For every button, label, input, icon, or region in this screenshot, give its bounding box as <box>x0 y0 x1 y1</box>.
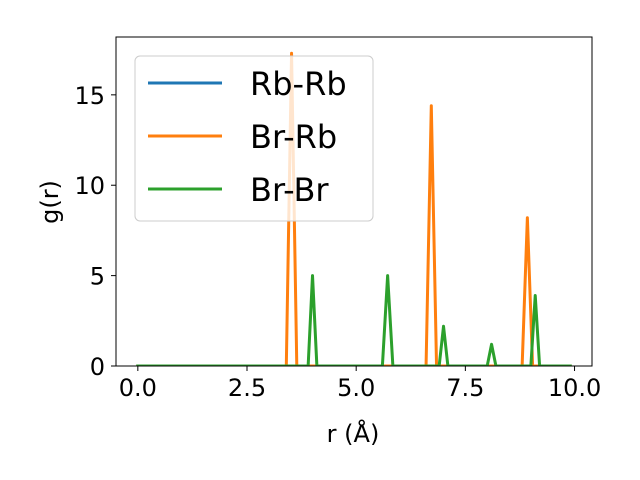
y-tick-label: 10 <box>74 172 105 200</box>
y-axis-label: g(r) <box>36 180 64 224</box>
x-axis-label: r (Å) <box>327 419 380 448</box>
legend-box <box>134 55 374 222</box>
y-tick-label: 0 <box>90 353 105 381</box>
x-tick-label: 7.5 <box>446 374 484 402</box>
x-tick-label: 10.0 <box>548 374 601 402</box>
axes-layer: 0.0 2.5 5.0 7.5 10.0 0 5 10 15 <box>74 36 601 402</box>
y-tick-label: 5 <box>90 263 105 291</box>
x-tick-label: 0.0 <box>119 374 157 402</box>
legend-label-rb-rb: Rb-Rb <box>250 65 347 103</box>
legend: Rb-Rb Br-Rb Br-Br <box>134 55 374 222</box>
legend-label-br-rb: Br-Rb <box>250 118 337 156</box>
x-tick-label: 2.5 <box>228 374 266 402</box>
series-line-br-br <box>136 274 572 366</box>
axes-frame <box>115 36 593 367</box>
y-tick-label: 15 <box>74 82 105 110</box>
x-tick-label: 5.0 <box>337 374 375 402</box>
legend-label-br-br: Br-Br <box>250 171 329 209</box>
